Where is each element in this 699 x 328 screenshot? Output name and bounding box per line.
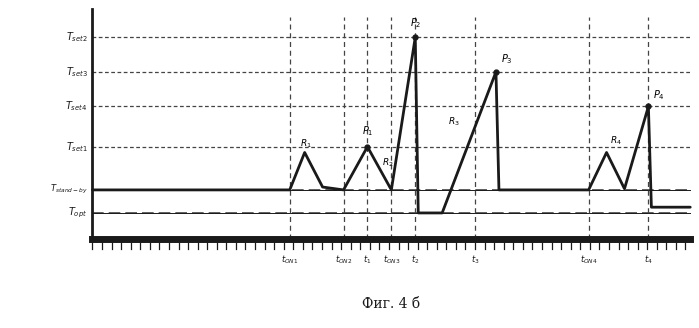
- Text: $P_2$: $P_2$: [410, 17, 421, 31]
- Text: $P_3$: $P_3$: [500, 52, 512, 66]
- Text: $T_{set3}$: $T_{set3}$: [66, 65, 87, 79]
- Text: $t_4$: $t_4$: [644, 253, 653, 266]
- Text: $R_1$: $R_1$: [301, 137, 312, 150]
- Text: $T_{set1}$: $T_{set1}$: [66, 140, 87, 154]
- Text: $t_{ON1}$: $t_{ON1}$: [281, 253, 298, 266]
- Text: $t_{ON2}$: $t_{ON2}$: [335, 253, 352, 266]
- Text: $t_1$: $t_1$: [363, 253, 372, 266]
- Text: $t_3$: $t_3$: [470, 253, 480, 266]
- Text: $R_3$: $R_3$: [448, 115, 460, 128]
- Text: $R_4$: $R_4$: [610, 134, 621, 147]
- Text: $P_1$: $P_1$: [361, 124, 373, 138]
- Text: $R_2$: $R_2$: [382, 156, 394, 169]
- Text: $T_{opt}$: $T_{opt}$: [69, 206, 87, 220]
- Text: $T_{set2}$: $T_{set2}$: [66, 31, 87, 44]
- Text: $t_2$: $t_2$: [411, 253, 419, 266]
- Text: $T_{set4}$: $T_{set4}$: [65, 99, 87, 113]
- Text: $t_{ON3}$: $t_{ON3}$: [382, 253, 400, 266]
- Text: $P_4$: $P_4$: [653, 88, 665, 102]
- Text: Фиг. 4 б: Фиг. 4 б: [362, 297, 420, 311]
- Text: $T_{stand-by}$: $T_{stand-by}$: [50, 183, 87, 196]
- Text: $t_{ON4}$: $t_{ON4}$: [579, 253, 598, 266]
